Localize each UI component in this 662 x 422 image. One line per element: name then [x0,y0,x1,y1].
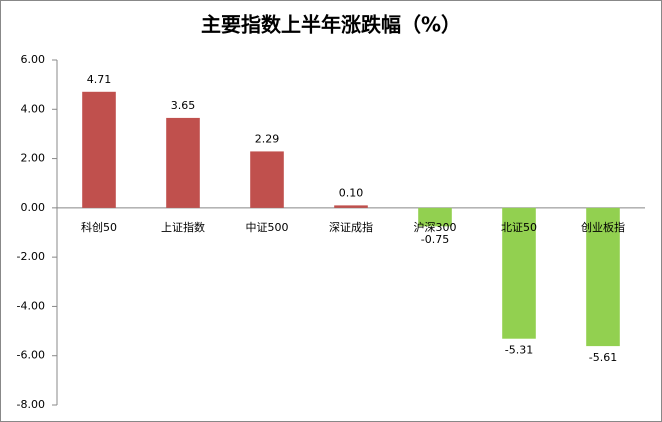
y-tick-label: -4.00 [17,299,45,312]
y-tick-label: -8.00 [17,398,45,411]
value-label: 4.71 [87,73,112,86]
x-tick-label: 中证500 [246,221,289,234]
x-tick-label: 科创50 [81,220,117,234]
bar [586,207,620,347]
x-tick-label: 北证50 [501,221,537,234]
x-tick-label: 创业板指 [581,220,625,234]
bar [334,205,368,208]
y-tick-label: 6.00 [21,53,46,66]
x-tick-label: 沪深300 [414,220,457,234]
y-tick-label: 4.00 [21,102,46,115]
chart-title: 主要指数上半年涨跌幅（%） [201,13,461,37]
y-tick-label: -2.00 [17,250,45,263]
value-label: 3.65 [171,99,196,112]
value-label: 0.10 [339,186,364,199]
value-label: -5.31 [505,344,533,357]
bar [502,207,536,339]
y-tick-label: -6.00 [17,349,45,362]
x-tick-label: 上证指数 [161,220,205,234]
value-label: 2.29 [255,132,280,145]
x-tick-label: 深证成指 [329,220,373,234]
bar [166,117,200,208]
value-label: -0.75 [421,233,449,246]
bar [418,207,452,227]
bar [250,151,284,208]
value-label: -5.61 [589,351,617,364]
y-tick-label: 0.00 [21,201,46,214]
bar [82,91,116,208]
y-tick-label: 2.00 [21,152,46,165]
